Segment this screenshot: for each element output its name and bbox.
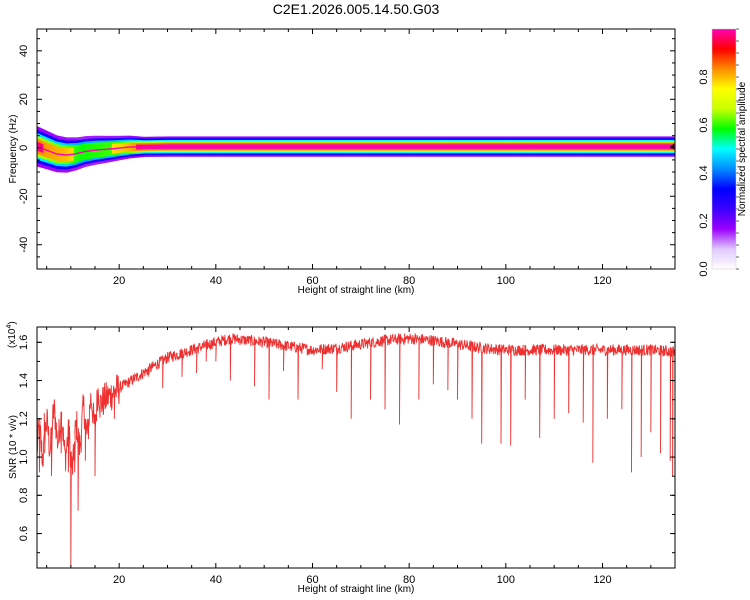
- snr-xlabel: Height of straight line (km): [298, 584, 415, 595]
- colorbar: 0.0 0.2 0.4 0.6 0.8 Normalized spectral ampl…: [698, 28, 748, 277]
- snr-ylabel: SNR (10 * v/v): [8, 415, 19, 479]
- y-tick-label: 20: [18, 93, 30, 105]
- spectrogram-xlabel: Height of straight line (km): [298, 285, 415, 296]
- colorbar-tick-label: 0.0: [698, 261, 710, 276]
- y-tick-label: 40: [18, 45, 30, 57]
- x-tick-label: 40: [210, 574, 222, 586]
- x-tick-label: 120: [593, 574, 611, 586]
- snr-background: [37, 327, 675, 568]
- y-tick-label: -20: [18, 188, 30, 204]
- spectrogram-cells: [37, 126, 675, 173]
- y-tick-label: 1.4: [18, 373, 30, 388]
- x-tick-label: 80: [403, 275, 415, 287]
- snr-series-line: [37, 332, 675, 567]
- spectrogram-ridge: [37, 145, 675, 156]
- x-tick-label: 100: [497, 275, 515, 287]
- spectrogram-ylabel: Frequency (Hz): [8, 115, 19, 184]
- colorbar-ticks: 0.0 0.2 0.4 0.6 0.8: [698, 28, 739, 277]
- spectrogram-ticks: 20 40 60 80 100 120 -40 -20 0 20 40: [18, 29, 676, 287]
- snr-frame: [36, 326, 676, 569]
- colorbar-tick-label: 0.6: [698, 117, 710, 132]
- colorbar-scale: [712, 29, 736, 269]
- colorbar-tick-label: 0.8: [698, 69, 710, 84]
- x-tick-label: 100: [497, 574, 515, 586]
- y-tick-label: 1.0: [18, 449, 30, 464]
- x-tick-label: 40: [210, 275, 222, 287]
- spectrogram-frame: [36, 28, 676, 270]
- colorbar-tick-label: 0.2: [698, 213, 710, 228]
- colorbar-label: Normalized spectral amplitude: [737, 81, 748, 216]
- x-tick-label: 20: [113, 574, 125, 586]
- y-tick-label: 0.6: [18, 526, 30, 541]
- x-tick-label: 80: [403, 574, 415, 586]
- x-tick-label: 20: [113, 275, 125, 287]
- snr-ticks: 20 40 60 80 100 120 0.6 0.8 1.0 1.2 1.4 1.6: [18, 327, 676, 586]
- y-tick-label: 0.8: [18, 488, 30, 503]
- chart-title: C2E1.2026.005.14.50.G03: [273, 1, 440, 17]
- colorbar-tick-label: 0.4: [698, 165, 710, 180]
- y-tick-label: 1.6: [18, 335, 30, 350]
- x-tick-label: 60: [306, 275, 318, 287]
- y-tick-label: -40: [18, 237, 30, 253]
- snr-panel: 20 40 60 80 100 120 0.6 0.8 1.0 1.2 1.4 1.6 Height …: [6, 321, 676, 595]
- spectrogram-panel: 20 40 60 80 100 120 -40 -20 0 20 40 Height of stra…: [8, 28, 676, 296]
- y-tick-label: 0: [18, 145, 30, 151]
- snr-multiplier: (x104): [6, 321, 18, 348]
- x-tick-label: 120: [593, 275, 611, 287]
- x-tick-label: 60: [306, 574, 318, 586]
- y-tick-label: 1.2: [18, 411, 30, 426]
